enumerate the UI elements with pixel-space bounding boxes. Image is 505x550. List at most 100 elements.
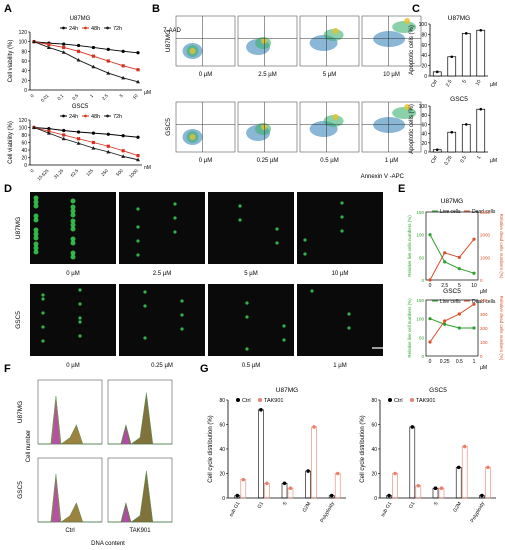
cell-spot (33, 245, 39, 251)
chart-title: GSC5 (450, 96, 468, 103)
x-tick-label: 62.5 (70, 168, 80, 178)
data-point-TAK901 (393, 471, 397, 476)
y-right-tick-label: 300 (480, 312, 488, 317)
cell-spot (180, 299, 184, 303)
cell-spot (70, 212, 76, 218)
cell-spot (136, 225, 140, 229)
cell-spot (347, 326, 351, 330)
legend-marker (62, 114, 65, 118)
dose-label: 2.5 µM (153, 271, 171, 277)
flow-density (332, 114, 339, 120)
legend-marker (236, 398, 240, 402)
legend-marker (62, 26, 65, 30)
flow-density (392, 107, 417, 119)
series-line-24h (33, 127, 139, 138)
cell-spot (70, 208, 76, 214)
flow-density (373, 31, 406, 47)
x-tick-label: 0.1 (56, 93, 64, 101)
y-tick-label: 60 (21, 59, 27, 65)
data-point (76, 141, 81, 145)
y-right-axis-label: Relative dead cells numbers (%) (499, 296, 504, 361)
dose-label: 1 µM (385, 158, 398, 164)
histogram-frame (37, 457, 103, 523)
panel-e-bottom-chart: GSC5 Live cells Dead cells 0 50 100 150 0 100 200… (407, 288, 504, 371)
cell-spot (70, 198, 76, 204)
y-axis-label: Cell viability (%) (8, 121, 14, 164)
data-point (32, 125, 36, 129)
y-tick-label: 80 (371, 398, 377, 404)
chart-title: U87MG (276, 387, 298, 394)
data-point (472, 237, 476, 241)
data-point (428, 340, 432, 344)
dose-label: 0 µM (199, 158, 212, 164)
bar (447, 56, 457, 77)
data-point (61, 136, 66, 141)
y-tick-label: 40 (421, 132, 427, 138)
cell-spot (303, 238, 307, 242)
cell-spot (33, 249, 39, 255)
micrograph (297, 192, 383, 264)
cell-spot (70, 222, 76, 228)
cell-spot (282, 338, 286, 342)
data-point-Ctrl (306, 469, 310, 473)
data-point (62, 42, 66, 46)
row-label: U87MG (165, 30, 172, 52)
cell-spot (33, 231, 39, 237)
y-tick-label: 40 (371, 447, 377, 453)
cell-spot (180, 327, 184, 331)
cell-spot (340, 215, 344, 219)
y-right-tick-label: 0 (480, 278, 483, 283)
y-right-tick-label: 400 (480, 298, 488, 303)
data-point-TAK901 (241, 477, 246, 482)
bar (476, 108, 486, 153)
cell-spot (70, 226, 76, 232)
bar-TAK901 (415, 485, 422, 499)
data-point (435, 148, 439, 151)
series-line-48h (33, 127, 139, 157)
y-tick-label: 120 (19, 118, 28, 124)
y-tick-label: 20 (371, 472, 377, 478)
data-point-TAK901 (335, 471, 340, 476)
cell-spot (70, 236, 76, 242)
x-tick-label: 5 (458, 283, 461, 289)
data-point (450, 55, 454, 59)
cell-spot (136, 239, 140, 243)
series-line-Dead cells (429, 303, 475, 343)
data-point (136, 68, 140, 72)
data-point-Ctrl (387, 493, 391, 498)
x-tick-label: 1 (473, 359, 476, 365)
dose-label: 0.25 µM (151, 363, 173, 369)
y-tick-label: 40 (21, 69, 27, 75)
y-tick-label: 40 (421, 53, 427, 59)
x-unit-label: µM (480, 289, 487, 295)
data-point (121, 49, 125, 53)
x-tick-label: 250 (100, 168, 109, 177)
data-point (46, 45, 51, 49)
legend-entry: 72h (113, 114, 122, 120)
data-point (472, 271, 476, 275)
y-left-tick-label: 0 (421, 354, 424, 359)
y-right-axis-label: Relative dead cells numbers (%) (499, 214, 504, 279)
x-tick-label: 1 (89, 93, 95, 99)
legend-entry: Ctrl (394, 398, 403, 404)
dose-label: 0 µM (66, 271, 79, 277)
y-axis-label: Cell number (26, 430, 32, 462)
row-label: U87MG (17, 401, 24, 423)
y-tick-label: 20 (21, 156, 27, 162)
flow-plot-frame (175, 15, 236, 67)
dna-histogram (108, 392, 172, 445)
data-point (76, 130, 81, 134)
bar-TAK901 (334, 473, 341, 499)
cell-spot (33, 227, 39, 233)
data-point (464, 32, 468, 35)
dose-label: 0.25 µM (257, 158, 279, 164)
cell-spot (33, 203, 39, 209)
cell-spot (143, 304, 147, 308)
y-tick-label: 60 (421, 43, 427, 49)
y-left-axis-label: Relative live cell numbers (%) (407, 298, 412, 358)
x-tick-label: 10 (471, 283, 477, 289)
dose-label: 0.5 µM (242, 363, 260, 369)
x-tick-label: 31.25 (53, 168, 65, 180)
cell-spot (143, 290, 147, 294)
